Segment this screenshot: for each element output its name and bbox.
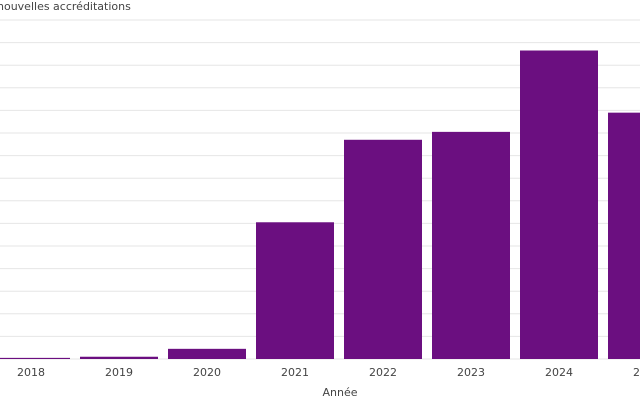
bar <box>168 348 246 359</box>
bar <box>80 356 158 359</box>
x-tick-label: 2021 <box>281 366 309 379</box>
y-axis-label: nouvelles accréditations <box>0 0 131 13</box>
x-tick-label: 2018 <box>17 366 45 379</box>
bar <box>344 139 422 359</box>
bar <box>432 131 510 359</box>
bar <box>0 357 70 359</box>
x-tick-label: 2019 <box>105 366 133 379</box>
x-tick-label: 2024 <box>545 366 573 379</box>
bar <box>608 112 640 359</box>
bar <box>520 50 598 359</box>
x-tick-label: 2023 <box>457 366 485 379</box>
bar <box>256 222 334 359</box>
x-tick-label: 2022 <box>369 366 397 379</box>
x-tick-label: 2020 <box>193 366 221 379</box>
x-axis-label: Année <box>322 386 357 399</box>
x-tick-label: 2025 <box>633 366 640 379</box>
